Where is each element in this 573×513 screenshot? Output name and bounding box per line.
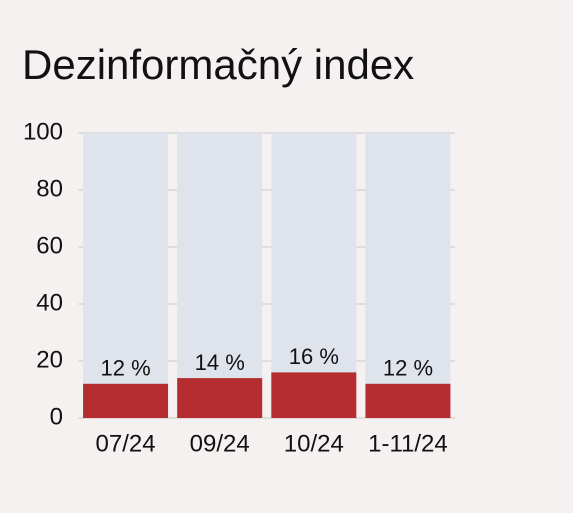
chart-title: Dezinformačný index [22, 41, 414, 88]
bar [177, 378, 263, 418]
bar-track [271, 133, 357, 418]
value-label: 16 % [289, 344, 339, 369]
value-label: 12 % [383, 356, 433, 381]
x-tick-label: 1-11/24 [368, 430, 448, 457]
x-tick-label: 10/24 [284, 430, 344, 457]
bar-track [177, 133, 263, 418]
y-tick-label: 100 [23, 118, 63, 145]
y-tick-label: 0 [50, 403, 63, 430]
bar-track [83, 133, 169, 418]
x-tick-label: 07/24 [96, 430, 156, 457]
bar [271, 372, 357, 418]
x-tick-label: 09/24 [190, 430, 250, 457]
bar [83, 383, 169, 418]
value-label: 12 % [100, 356, 150, 381]
y-tick-label: 40 [36, 289, 63, 316]
bar-track [365, 133, 451, 418]
bar [365, 383, 451, 418]
y-tick-label: 20 [36, 346, 63, 373]
value-label: 14 % [195, 350, 245, 375]
y-tick-label: 80 [36, 175, 63, 202]
y-tick-label: 60 [36, 232, 63, 259]
